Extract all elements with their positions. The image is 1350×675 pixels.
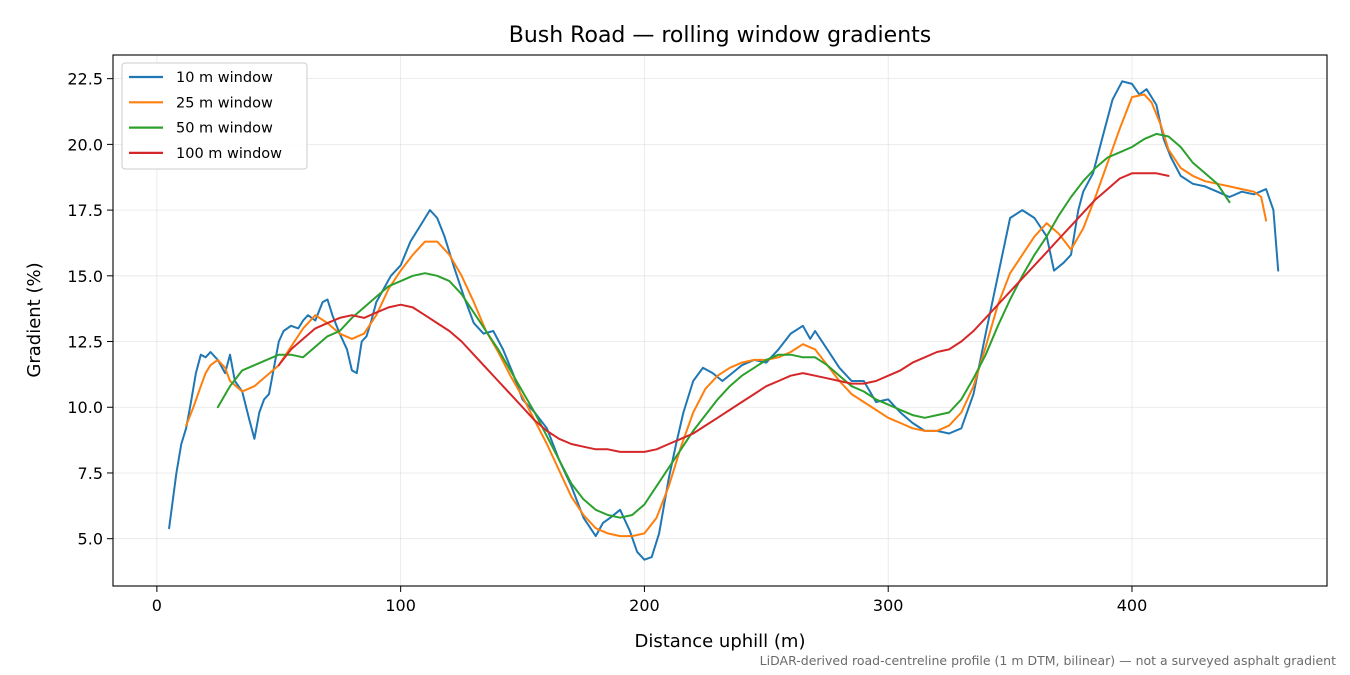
x-tick-label: 400	[1117, 596, 1148, 615]
x-axis-ticks: 0 100 200 300 400	[152, 586, 1147, 615]
y-tick-label: 17.5	[67, 201, 103, 220]
legend-label-25-m-window: 25 m window	[176, 95, 273, 111]
x-tick-label: 0	[152, 596, 162, 615]
y-tick-label: 7.5	[78, 464, 103, 483]
grid-lines	[113, 55, 1327, 586]
x-axis-label: Distance uphill (m)	[635, 631, 806, 652]
y-axis-ticks: 5.0 7.5 10.0 12.5 15.0 17.5 20.0 22.5	[67, 70, 113, 549]
x-tick-label: 300	[873, 596, 904, 615]
y-axis-label: Gradient (%)	[24, 262, 45, 377]
series-line-50-m-window	[216, 132, 1231, 519]
y-tick-label: 20.0	[67, 135, 103, 154]
legend: 10 m window 25 m window 50 m window 100 m w…	[121, 62, 308, 170]
chart-title: Bush Road — rolling window gradients	[509, 23, 931, 48]
legend-label-50-m-window: 50 m window	[176, 121, 273, 137]
y-tick-label: 12.5	[67, 333, 103, 352]
legend-label-100-m-window: 100 m window	[176, 146, 282, 162]
plot-frame	[112, 54, 1328, 587]
series-line-25-m-window	[185, 93, 1268, 538]
x-tick-label: 200	[629, 596, 660, 615]
y-tick-label: 5.0	[78, 530, 103, 549]
legend-label-10-m-window: 10 m window	[176, 70, 273, 86]
series-line-10-m-window	[168, 80, 1280, 561]
y-tick-label: 22.5	[67, 70, 103, 89]
x-tick-label: 100	[385, 596, 416, 615]
legend-box	[121, 62, 308, 170]
series-layer	[168, 80, 1280, 561]
y-tick-label: 10.0	[67, 398, 103, 417]
y-tick-label: 15.0	[67, 267, 103, 286]
chart-footnote: LiDAR-derived road-centreline profile (1…	[760, 653, 1336, 668]
series-line-100-m-window	[277, 172, 1170, 453]
